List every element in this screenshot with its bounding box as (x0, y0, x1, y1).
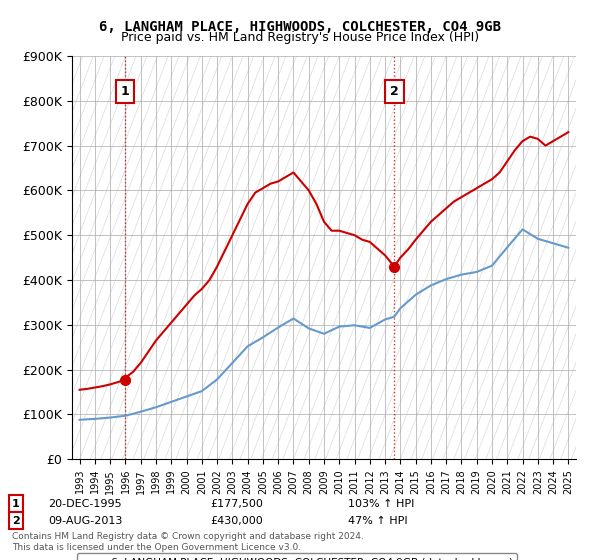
Text: 2: 2 (390, 85, 398, 99)
Text: Price paid vs. HM Land Registry's House Price Index (HPI): Price paid vs. HM Land Registry's House … (121, 31, 479, 44)
Text: £177,500: £177,500 (210, 499, 263, 509)
Text: 6, LANGHAM PLACE, HIGHWOODS, COLCHESTER, CO4 9GB: 6, LANGHAM PLACE, HIGHWOODS, COLCHESTER,… (99, 20, 501, 34)
Text: 47% ↑ HPI: 47% ↑ HPI (348, 516, 407, 526)
Text: 103% ↑ HPI: 103% ↑ HPI (348, 499, 415, 509)
Text: 2: 2 (12, 516, 20, 526)
Text: 1: 1 (121, 85, 130, 99)
Text: Contains HM Land Registry data © Crown copyright and database right 2024.
This d: Contains HM Land Registry data © Crown c… (12, 532, 364, 552)
Text: 09-AUG-2013: 09-AUG-2013 (48, 516, 122, 526)
Legend: 6, LANGHAM PLACE, HIGHWOODS, COLCHESTER, CO4 9GB (detached house), HPI: Average : 6, LANGHAM PLACE, HIGHWOODS, COLCHESTER,… (77, 553, 517, 560)
Text: £430,000: £430,000 (210, 516, 263, 526)
Text: 1: 1 (12, 499, 20, 509)
Text: 20-DEC-1995: 20-DEC-1995 (48, 499, 122, 509)
